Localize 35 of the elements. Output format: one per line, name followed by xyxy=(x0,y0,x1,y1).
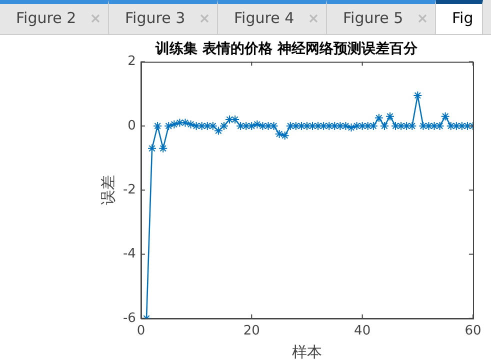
point xyxy=(374,113,384,122)
chart-title: 训练集 表情的价格 神经网络预测误差百分 xyxy=(154,40,418,58)
point xyxy=(346,123,356,132)
point xyxy=(219,121,228,130)
point xyxy=(153,121,162,130)
y-tick-label: 2 xyxy=(128,54,136,70)
point xyxy=(170,120,179,129)
point xyxy=(413,90,422,100)
point xyxy=(180,118,190,128)
point xyxy=(148,144,157,153)
point xyxy=(252,120,262,129)
point xyxy=(380,121,389,130)
point xyxy=(186,120,196,129)
x-axis-title: 样本 xyxy=(292,342,322,361)
y-tick-label: -6 xyxy=(122,310,136,326)
caption: Figure 4 xyxy=(234,9,294,27)
point xyxy=(440,112,450,121)
text: Fig xyxy=(452,9,474,27)
y-tick-label: -2 xyxy=(122,182,136,198)
point xyxy=(158,144,168,153)
x-tick-label: 60 xyxy=(464,324,482,339)
caption: Figure 3 xyxy=(125,9,186,27)
point xyxy=(175,118,184,128)
point xyxy=(274,129,284,138)
point xyxy=(164,121,174,130)
point xyxy=(280,131,290,140)
x-tick-label: 20 xyxy=(243,324,260,339)
caption: Figure 5 xyxy=(343,9,404,27)
caption: Figure 2 xyxy=(16,9,76,27)
y-tick-label: -4 xyxy=(122,246,136,262)
y-tick-label: 0 xyxy=(128,118,136,134)
point xyxy=(385,112,394,121)
y-axis-title: 误差 xyxy=(98,175,117,206)
x-tick-label: 40 xyxy=(354,324,371,339)
point xyxy=(214,126,223,136)
